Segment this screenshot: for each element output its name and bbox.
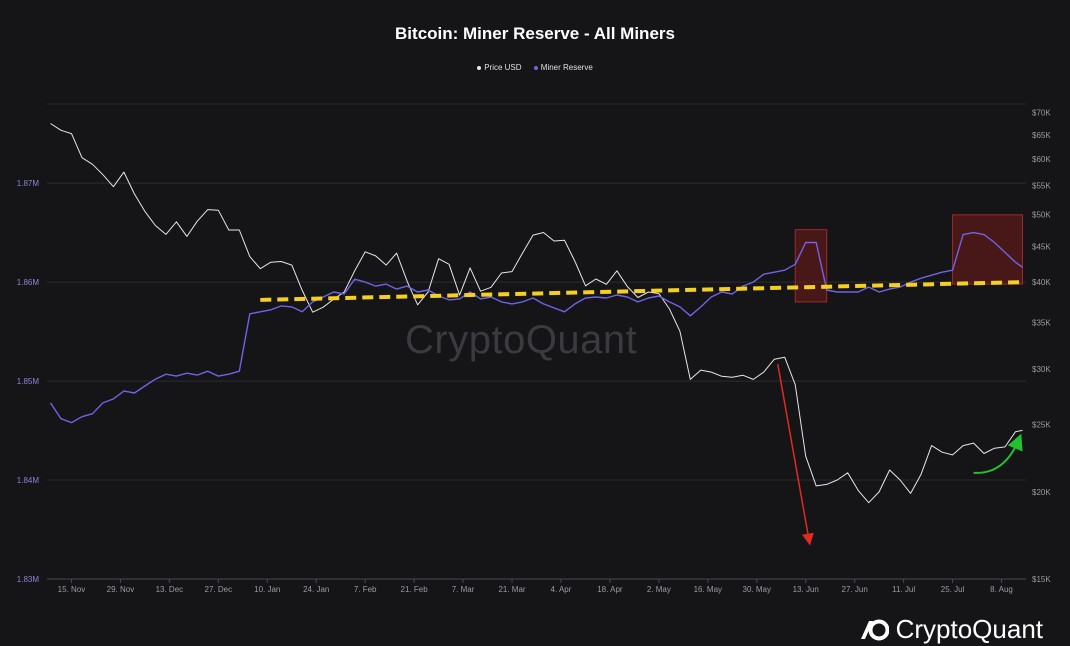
x-tick-label: 2. May	[647, 585, 671, 594]
y-right-tick-label: $40K	[1032, 278, 1051, 287]
chart-title: Bitcoin: Miner Reserve - All Miners	[395, 24, 675, 43]
highlight-box	[952, 214, 1024, 285]
x-tick-label: 13. Dec	[156, 585, 184, 594]
arrow-up-green	[973, 433, 1023, 474]
legend: Price USD Miner Reserve	[0, 63, 1070, 72]
y-right-tick-label: $45K	[1032, 242, 1051, 251]
x-tick-label: 4. Apr	[551, 585, 572, 594]
x-tick-label: 15. Nov	[58, 585, 86, 594]
y-left-tick-label: 1.83M	[17, 575, 40, 584]
y-left-tick-label: 1.84M	[17, 476, 40, 485]
y-right-tick-label: $30K	[1032, 365, 1051, 374]
y-left-tick-label: 1.86M	[17, 278, 40, 287]
x-tick-label: 27. Jun	[842, 585, 868, 594]
legend-label-reserve: Miner Reserve	[540, 63, 593, 72]
x-tick-label: 10. Jan	[254, 585, 280, 594]
brand-name: CryptoQuant	[895, 614, 1043, 644]
watermark: CryptoQuant	[405, 318, 638, 362]
y-right-tick-label: $55K	[1032, 182, 1051, 191]
series-line-price	[50, 123, 1023, 504]
legend-item-price[interactable]: Price USD	[477, 63, 522, 72]
y-right-tick-label: $70K	[1032, 109, 1051, 118]
y-right-tick-label: $15K	[1032, 575, 1051, 584]
y-right-tick-label: $35K	[1032, 318, 1051, 327]
x-tick-label: 18. Apr	[597, 585, 623, 594]
y-left-tick-label: 1.85M	[17, 377, 40, 386]
y-right-tick-label: $20K	[1032, 488, 1051, 497]
brand-logo: CryptoQuant	[859, 614, 1043, 645]
x-tick-label: 21. Feb	[401, 585, 429, 594]
x-tick-label: 8. Aug	[990, 585, 1013, 594]
y-left-tick-label: 1.87M	[17, 179, 40, 188]
y-right-tick-label: $65K	[1032, 131, 1051, 140]
x-tick-label: 29. Nov	[107, 585, 135, 594]
arrow-down-red	[777, 363, 814, 546]
y-right-tick-label: $25K	[1032, 420, 1051, 429]
y-right-tick-label: $50K	[1032, 210, 1051, 219]
legend-marker-reserve	[533, 65, 538, 70]
x-tick-label: 13. Jun	[793, 585, 819, 594]
x-tick-label: 30. May	[743, 585, 771, 594]
x-tick-label: 11. Jul	[892, 585, 915, 594]
x-tick-label: 7. Mar	[452, 585, 475, 594]
cryptoquant-logo-icon	[860, 619, 889, 640]
legend-marker-price	[477, 65, 482, 70]
x-tick-label: 24. Jan	[303, 585, 329, 594]
x-tick-label: 16. May	[694, 585, 722, 594]
x-tick-label: 25. Jul	[941, 585, 965, 594]
trendline-dashed	[260, 280, 1023, 302]
series-line-reserve	[49, 231, 1023, 424]
x-tick-label: 7. Feb	[354, 585, 377, 594]
legend-item-reserve[interactable]: Miner Reserve	[533, 63, 593, 72]
x-tick-label: 21. Mar	[498, 585, 525, 594]
x-tick-label: 27. Dec	[205, 585, 233, 594]
legend-label-price: Price USD	[484, 63, 522, 72]
y-right-tick-label: $60K	[1032, 155, 1051, 164]
